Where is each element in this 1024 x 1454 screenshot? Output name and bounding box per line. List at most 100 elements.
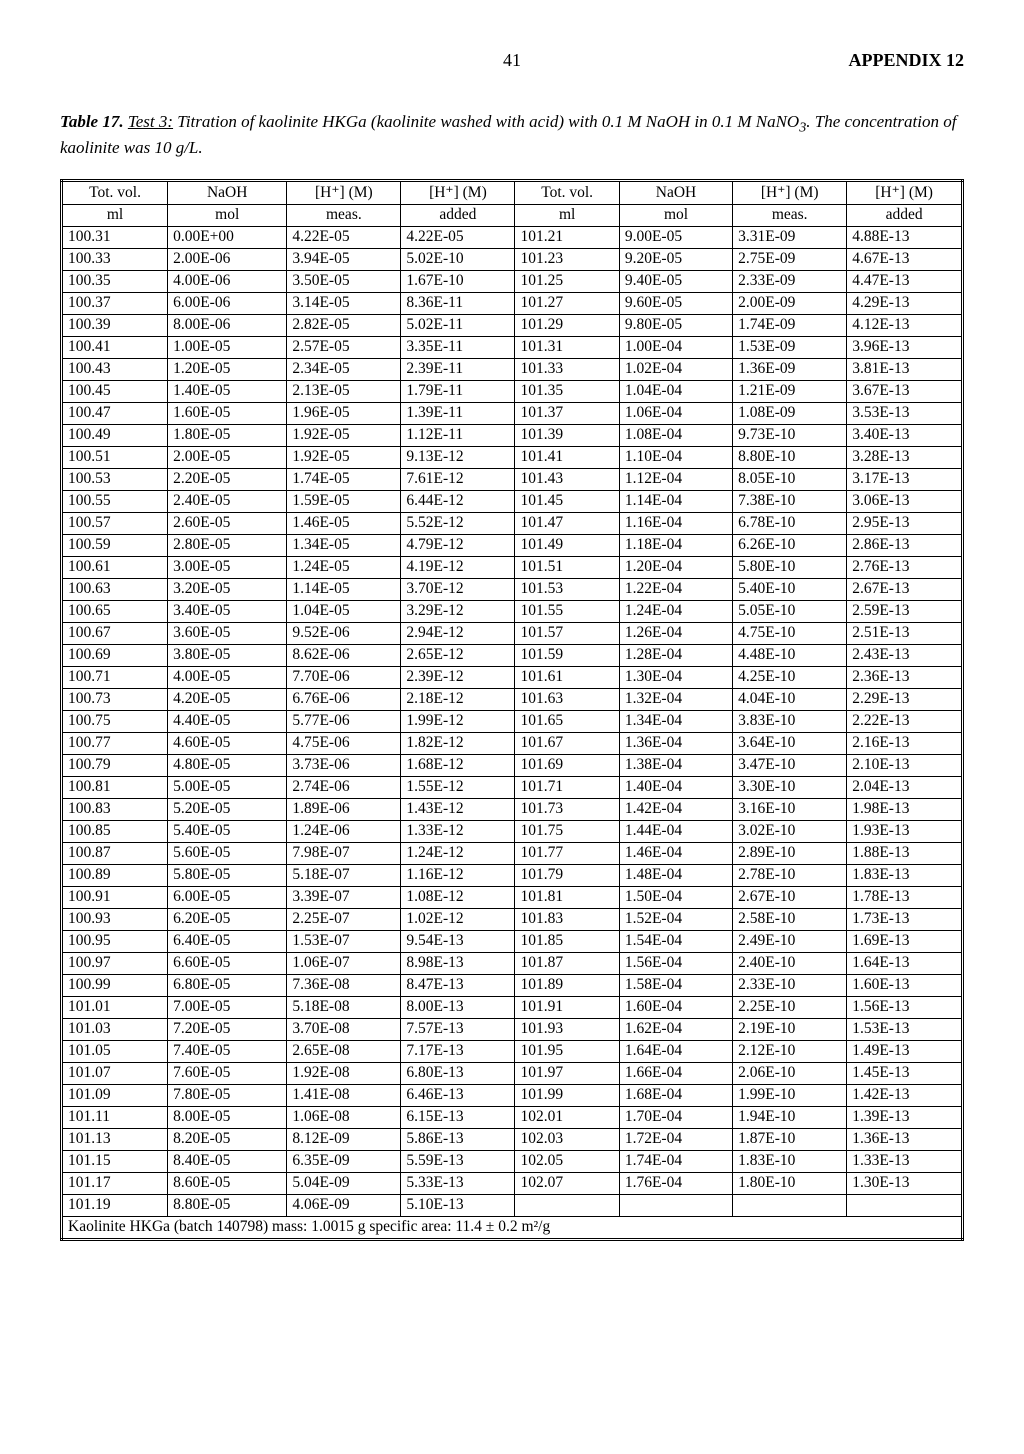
- table-cell: 100.75: [62, 710, 168, 732]
- table-cell: 2.00E-05: [168, 446, 287, 468]
- table-cell: [619, 1194, 732, 1216]
- col-subheader: added: [847, 204, 963, 226]
- table-cell: 102.03: [515, 1128, 619, 1150]
- table-cell: 2.59E-13: [847, 600, 963, 622]
- table-cell: [733, 1194, 847, 1216]
- table-cell: 100.91: [62, 886, 168, 908]
- table-cell: 1.02E-04: [619, 358, 732, 380]
- table-cell: 2.49E-10: [733, 930, 847, 952]
- table-cell: 102.05: [515, 1150, 619, 1172]
- table-cell: 101.81: [515, 886, 619, 908]
- table-row: 100.376.00E-063.14E-058.36E-11101.279.60…: [62, 292, 963, 314]
- table-cell: 7.61E-12: [401, 468, 515, 490]
- table-cell: 1.68E-12: [401, 754, 515, 776]
- table-cell: 9.60E-05: [619, 292, 732, 314]
- table-cell: 1.30E-13: [847, 1172, 963, 1194]
- table-cell: 100.63: [62, 578, 168, 600]
- page-number: 41: [503, 50, 521, 71]
- table-cell: 101.17: [62, 1172, 168, 1194]
- table-cell: 5.02E-10: [401, 248, 515, 270]
- table-cell: 8.62E-06: [287, 644, 401, 666]
- table-cell: 1.80E-10: [733, 1172, 847, 1194]
- table-cell: 2.00E-09: [733, 292, 847, 314]
- table-cell: 1.83E-10: [733, 1150, 847, 1172]
- table-cell: 3.30E-10: [733, 776, 847, 798]
- table-cell: 3.50E-05: [287, 270, 401, 292]
- table-cell: 1.60E-04: [619, 996, 732, 1018]
- table-cell: [515, 1194, 619, 1216]
- table-cell: 100.39: [62, 314, 168, 336]
- table-cell: 101.97: [515, 1062, 619, 1084]
- table-row: 100.956.40E-051.53E-079.54E-13101.851.54…: [62, 930, 963, 952]
- table-cell: 1.50E-04: [619, 886, 732, 908]
- table-cell: 101.71: [515, 776, 619, 798]
- table-cell: 2.34E-05: [287, 358, 401, 380]
- table-cell: 9.54E-13: [401, 930, 515, 952]
- table-row: 100.936.20E-052.25E-071.02E-12101.831.52…: [62, 908, 963, 930]
- table-cell: 5.59E-13: [401, 1150, 515, 1172]
- table-cell: 3.83E-10: [733, 710, 847, 732]
- table-cell: 2.51E-13: [847, 622, 963, 644]
- table-cell: 1.34E-04: [619, 710, 732, 732]
- table-cell: 100.65: [62, 600, 168, 622]
- table-cell: 1.36E-09: [733, 358, 847, 380]
- table-cell: 101.21: [515, 226, 619, 248]
- table-row: 100.835.20E-051.89E-061.43E-12101.731.42…: [62, 798, 963, 820]
- table-cell: 5.80E-05: [168, 864, 287, 886]
- table-row: 100.398.00E-062.82E-055.02E-11101.299.80…: [62, 314, 963, 336]
- table-row: 101.178.60E-055.04E-095.33E-13102.071.76…: [62, 1172, 963, 1194]
- table-cell: 3.16E-10: [733, 798, 847, 820]
- table-cell: 101.09: [62, 1084, 168, 1106]
- table-row: 100.916.00E-053.39E-071.08E-12101.811.50…: [62, 886, 963, 908]
- table-cell: 1.74E-04: [619, 1150, 732, 1172]
- table-cell: 1.24E-04: [619, 600, 732, 622]
- col-subheader: ml: [515, 204, 619, 226]
- col-header: Tot. vol.: [515, 180, 619, 204]
- table-cell: 101.89: [515, 974, 619, 996]
- table-cell: 6.00E-05: [168, 886, 287, 908]
- table-cell: 3.20E-05: [168, 578, 287, 600]
- table-row: 101.198.80E-054.06E-095.10E-13: [62, 1194, 963, 1216]
- table-cell: 4.25E-10: [733, 666, 847, 688]
- table-cell: 101.41: [515, 446, 619, 468]
- table-row: 100.411.00E-052.57E-053.35E-11101.311.00…: [62, 336, 963, 358]
- table-cell: 101.35: [515, 380, 619, 402]
- table-cell: 100.81: [62, 776, 168, 798]
- table-cell: 1.12E-11: [401, 424, 515, 446]
- table-cell: 101.05: [62, 1040, 168, 1062]
- table-cell: 7.17E-13: [401, 1040, 515, 1062]
- appendix-title: APPENDIX 12: [849, 50, 965, 71]
- table-cell: 2.67E-10: [733, 886, 847, 908]
- table-cell: 101.45: [515, 490, 619, 512]
- table-cell: 4.20E-05: [168, 688, 287, 710]
- table-cell: 101.13: [62, 1128, 168, 1150]
- table-cell: 100.71: [62, 666, 168, 688]
- table-row: 101.158.40E-056.35E-095.59E-13102.051.74…: [62, 1150, 963, 1172]
- table-cell: 1.73E-13: [847, 908, 963, 930]
- col-header: [H⁺] (M): [287, 180, 401, 204]
- table-cell: 1.33E-12: [401, 820, 515, 842]
- table-cell: 4.06E-09: [287, 1194, 401, 1216]
- caption-text-1: Titration of kaolinite HKGa (kaolinite w…: [173, 112, 799, 131]
- table-cell: 3.35E-11: [401, 336, 515, 358]
- table-cell: 1.52E-04: [619, 908, 732, 930]
- table-row: 100.532.20E-051.74E-057.61E-12101.431.12…: [62, 468, 963, 490]
- table-cell: 8.20E-05: [168, 1128, 287, 1150]
- table-cell: 101.93: [515, 1018, 619, 1040]
- table-cell: 1.48E-04: [619, 864, 732, 886]
- table-cell: 1.42E-13: [847, 1084, 963, 1106]
- table-cell: 4.75E-10: [733, 622, 847, 644]
- table-cell: 2.58E-10: [733, 908, 847, 930]
- table-cell: 1.64E-13: [847, 952, 963, 974]
- table-cell: 101.33: [515, 358, 619, 380]
- table-cell: 4.47E-13: [847, 270, 963, 292]
- table-cell: 101.83: [515, 908, 619, 930]
- table-cell: 4.22E-05: [287, 226, 401, 248]
- table-cell: 4.40E-05: [168, 710, 287, 732]
- table-cell: 9.40E-05: [619, 270, 732, 292]
- table-cell: 100.77: [62, 732, 168, 754]
- table-cell: 2.39E-12: [401, 666, 515, 688]
- table-cell: 1.53E-07: [287, 930, 401, 952]
- table-cell: 1.21E-09: [733, 380, 847, 402]
- table-cell: 6.44E-12: [401, 490, 515, 512]
